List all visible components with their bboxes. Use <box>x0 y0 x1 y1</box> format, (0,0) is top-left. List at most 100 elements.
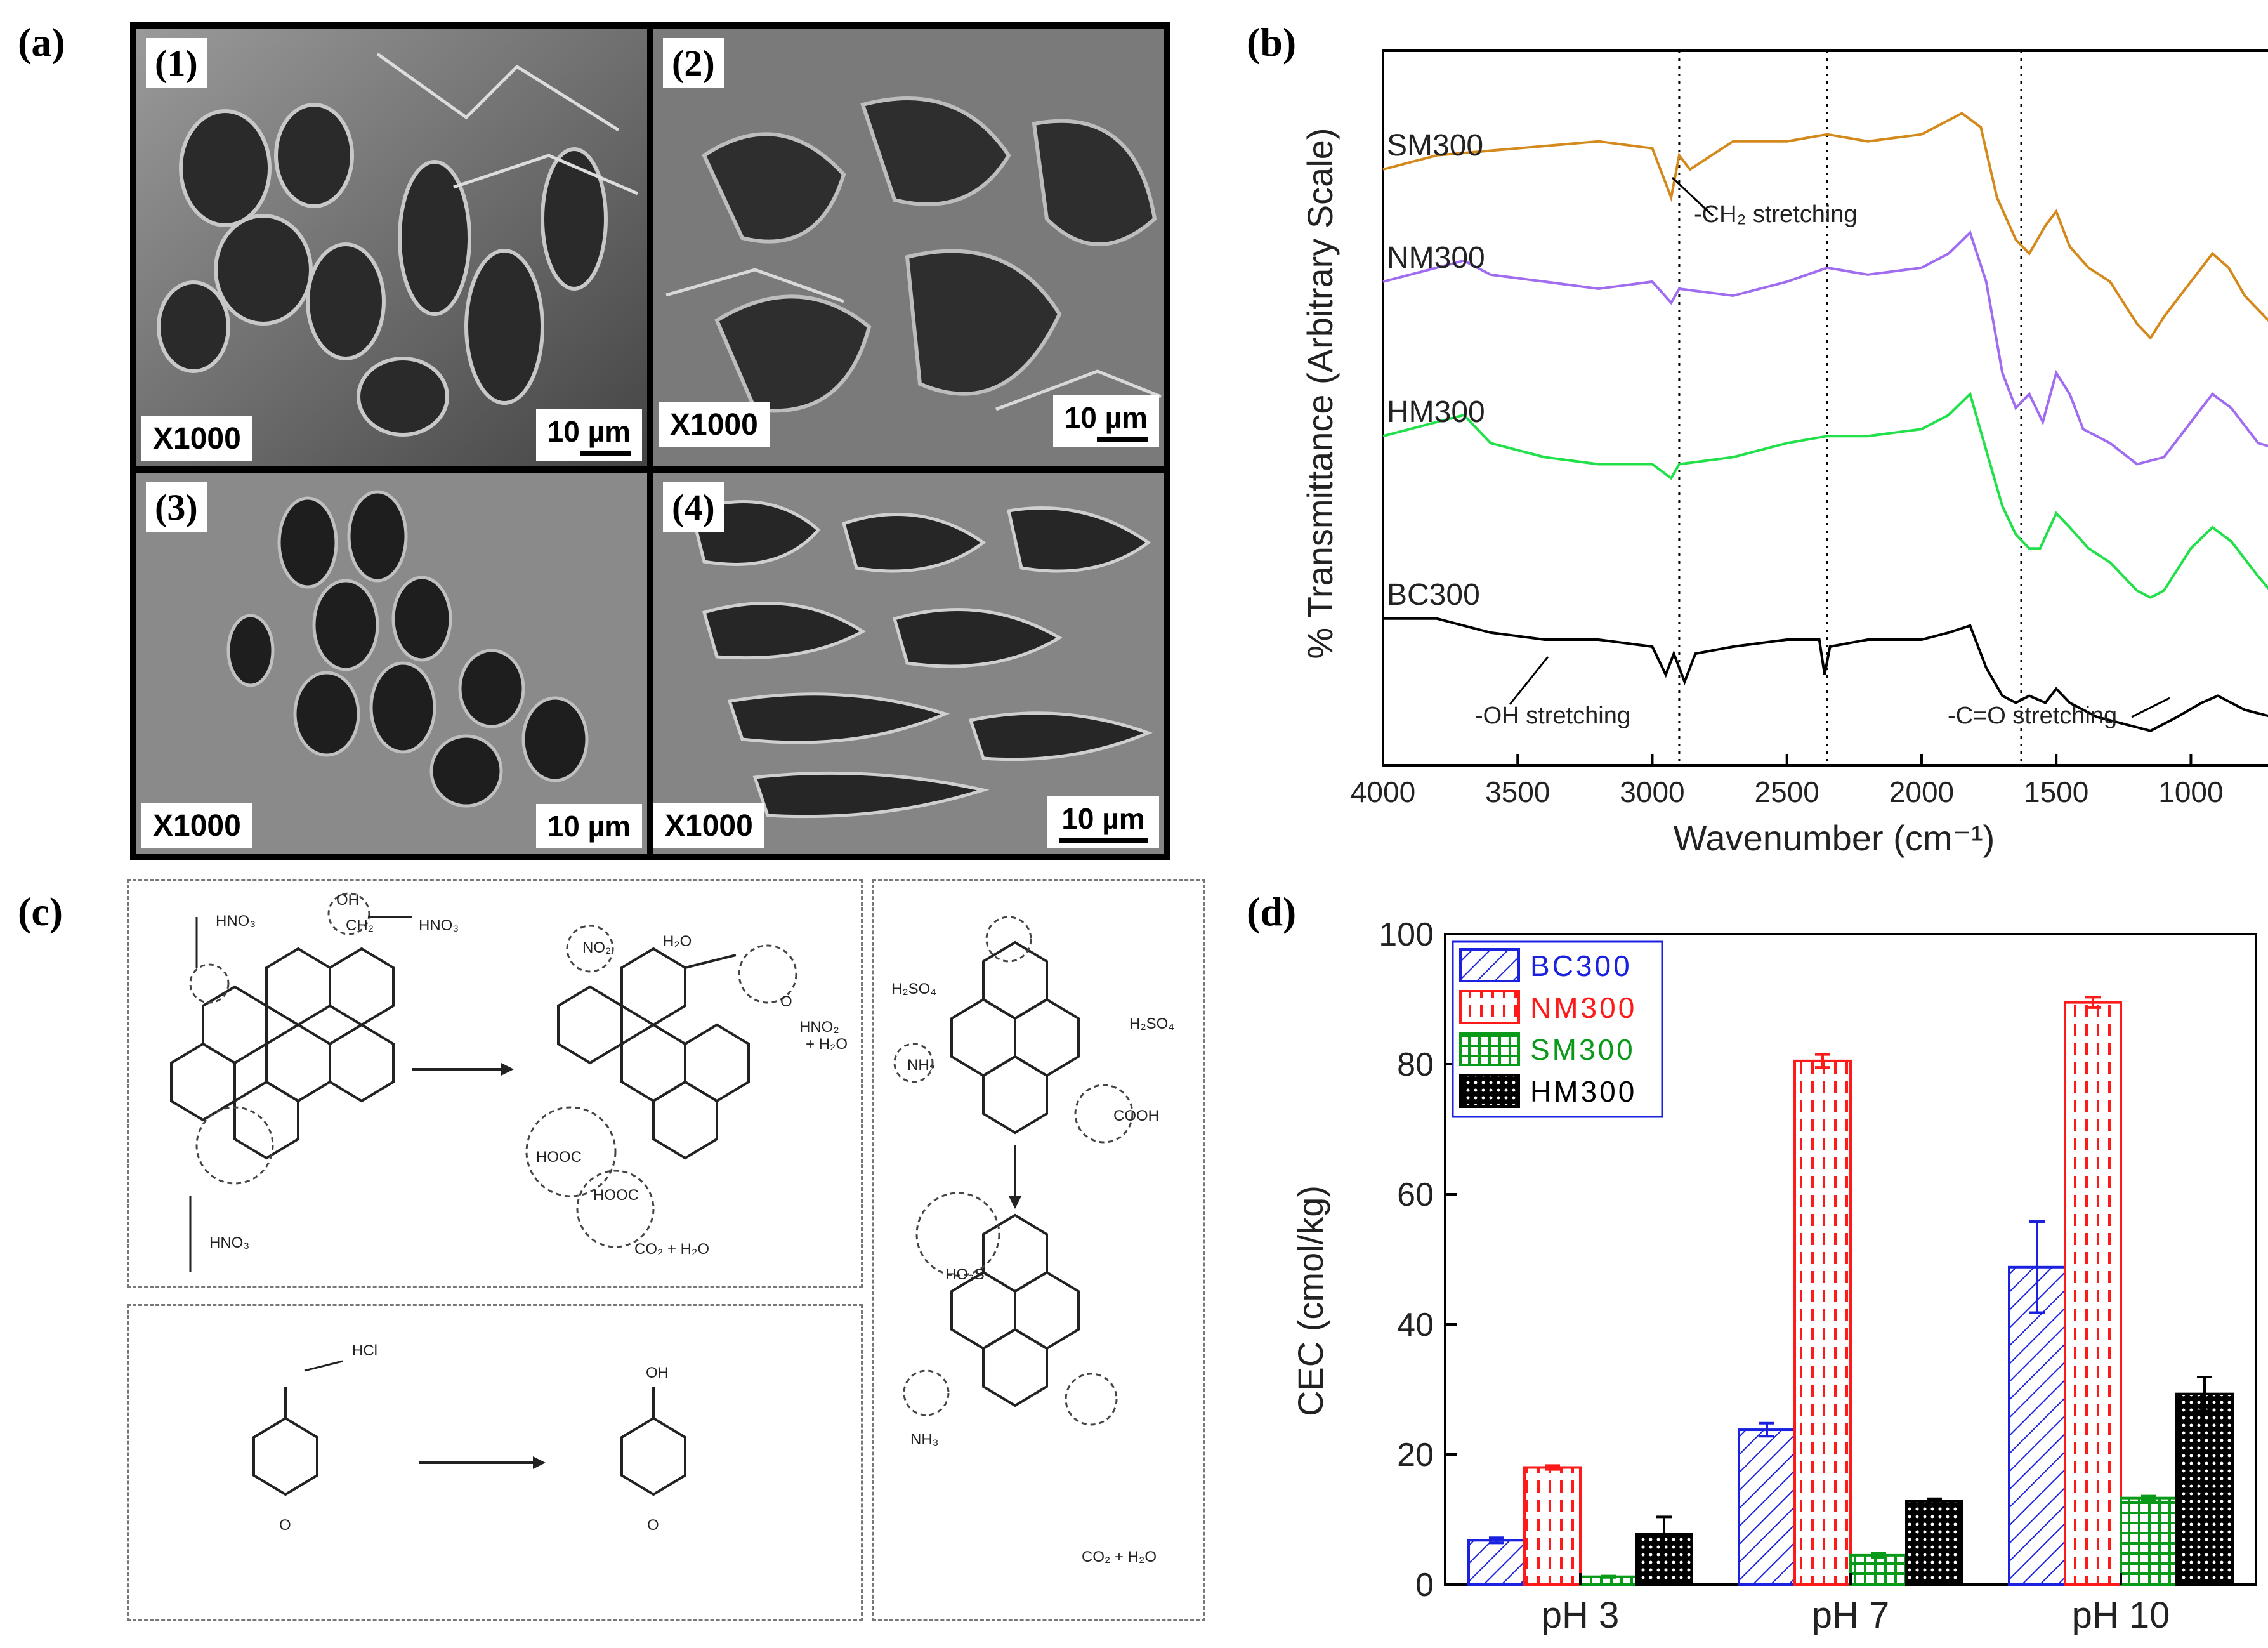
cec-bar-chart: CEC (cmol/kg) 0 20 40 60 80 100 pH 3 pH 7 pH 10… <box>1290 916 2257 1636</box>
scale-bar-3: 10 µm <box>535 804 642 848</box>
ftir-series-label: HM300 <box>1387 395 1485 429</box>
ftir-series-sm300 <box>1382 112 2268 340</box>
label-oh-1: OH <box>336 892 359 909</box>
sem-tag-4: (4) <box>663 482 724 532</box>
cec-bar-nm300 <box>2064 1001 2122 1586</box>
label-hooc-1: HOOC <box>536 1149 582 1166</box>
label-hooc-2: HOOC <box>593 1187 639 1204</box>
cec-bar-bc300 <box>1738 1428 1796 1586</box>
sem-tag-1: (1) <box>146 38 207 88</box>
ftir-x-tick-label: 4000 <box>1351 775 1415 808</box>
cec-bar-hm300 <box>1905 1500 1963 1586</box>
panel-d-label: (d) <box>1247 889 1297 934</box>
cec-y-tick-label: 60 <box>1397 1177 1434 1213</box>
sem-image-1: (1) X1000 10 µm <box>136 29 647 466</box>
cec-y-tick-label: 20 <box>1397 1437 1434 1473</box>
ftir-series-nm300 <box>1382 230 2268 466</box>
label-nh3: NH₃ <box>910 1431 939 1448</box>
magnification-label-4: X1000 <box>653 803 764 848</box>
label-co2-h2o-1: CO₂ + H₂O <box>634 1241 709 1258</box>
ftir-y-axis-label: % Transmittance (Arbitrary Scale) <box>1300 128 1340 659</box>
panel-a-label: (a) <box>18 20 65 65</box>
label-oh-2: OH <box>646 1364 669 1381</box>
cec-bar-bc300 <box>1467 1539 1526 1586</box>
ftir-x-tick-label: 3500 <box>1485 775 1550 808</box>
cec-bar-sm300 <box>1849 1553 1908 1586</box>
reactant-polycyclic-structure <box>170 947 395 1160</box>
reagent-hno3-2: HNO₃ <box>419 917 459 934</box>
cec-y-tick-label: 40 <box>1397 1307 1434 1343</box>
ftir-x-tick-label: 3000 <box>1620 775 1684 808</box>
reagent-arrows-nitric <box>189 916 412 1272</box>
reaction-arrow-2-head <box>533 1456 546 1469</box>
ftir-x-tick-label: 2000 <box>1889 775 1954 808</box>
cec-bar-nm300 <box>1793 1059 1852 1586</box>
scale-bar-label-3: 10 µm <box>547 810 631 843</box>
cec-legend-swatch <box>1459 1074 1520 1108</box>
sem-texture-3 <box>136 473 647 854</box>
product-polycyclic-structure <box>557 947 750 1160</box>
cec-legend-label: SM300 <box>1530 1033 1635 1066</box>
cec-legend-label: BC300 <box>1530 949 1632 982</box>
sem-image-2: (2) X1000 10 µm <box>653 29 1164 466</box>
cec-bar-bc300 <box>2008 1265 2066 1586</box>
sem-texture-4 <box>653 473 1164 854</box>
sem-tag-2: (2) <box>663 38 724 88</box>
ftir-series-hm300 <box>1382 392 2268 599</box>
cec-legend-swatch <box>1459 1032 1520 1066</box>
scale-bar-line-2 <box>1097 437 1148 442</box>
label-h2o: H₂O <box>663 933 692 950</box>
ftir-series-label: BC300 <box>1387 578 1480 612</box>
label-no2: NO₂ <box>582 939 612 956</box>
cec-y-axis-label: CEC (cmol/kg) <box>1290 1185 1330 1416</box>
sem-texture-2 <box>653 29 1164 466</box>
co-annotation-arrow <box>2131 697 2170 718</box>
cec-category-label: pH 3 <box>1542 1595 1620 1636</box>
reagent-hcl: HCl <box>352 1342 377 1359</box>
cec-legend-swatch <box>1459 990 1520 1024</box>
scale-bar-2: 10 µm <box>1052 395 1159 447</box>
sem-image-grid: (1) X1000 10 µm (2) X1000 10 µm <box>130 22 1170 860</box>
magnification-label-1: X1000 <box>141 416 252 461</box>
scale-bar-label-2: 10 µm <box>1064 401 1148 434</box>
label-ring-oxygen-2: O <box>647 1517 659 1534</box>
reagent-hno3-3: HNO₃ <box>209 1234 250 1251</box>
magnification-label-2: X1000 <box>659 402 770 447</box>
scale-bar-label-4: 10 µm <box>1061 802 1145 835</box>
scheme-box-sulfuric <box>872 879 1205 1621</box>
scale-bar-line-1 <box>580 451 631 456</box>
oh-annotation-arrow <box>1509 656 1549 705</box>
ch2-stretching-annotation: -CH₂ stretching <box>1694 201 1858 228</box>
cec-category-label: pH 10 <box>2072 1595 2170 1636</box>
label-o-plus: O <box>780 993 792 1010</box>
cec-y-tick-label: 0 <box>1415 1567 1434 1604</box>
reaction-scheme-drawings <box>170 892 1134 1496</box>
cec-legend-swatch <box>1459 948 1520 982</box>
cec-bar-hm300 <box>2175 1392 2234 1586</box>
scheme-box-nitric <box>127 879 863 1288</box>
panel-c-label: (c) <box>18 889 63 934</box>
label-ho3s: HO₃S <box>945 1266 985 1283</box>
hcl-arrow <box>304 1360 343 1372</box>
reactive-site-circles <box>189 892 797 1248</box>
cec-y-tick-label: 100 <box>1379 916 1434 953</box>
co-stretching-annotation: -C=O stretching <box>1948 702 2117 729</box>
ftir-series-label: NM300 <box>1387 241 1485 275</box>
reagent-h2so4-2: H₂SO₄ <box>1129 1015 1175 1032</box>
sulfonated-polycyclic-structure <box>950 940 1080 1407</box>
oh-stretching-annotation: -OH stretching <box>1475 702 1630 729</box>
ftir-series-bc300 <box>1383 617 2268 732</box>
scale-bar-4: 10 µm <box>1047 796 1159 848</box>
label-hno2: HNO₂ <box>799 1018 839 1036</box>
ftir-plot-frame <box>1382 49 2268 767</box>
sem-texture-1 <box>136 29 647 466</box>
label-ch2: CH₂ <box>346 917 374 934</box>
cec-legend-label: HM300 <box>1530 1075 1637 1108</box>
ftir-x-tick-label: 2500 <box>1755 775 1819 808</box>
pyrone-structure <box>252 1387 686 1496</box>
ftir-chart: % Transmittance (Arbitrary Scale) SM300 N… <box>1300 49 2268 858</box>
ftir-series-label: SM300 <box>1387 129 1483 162</box>
cec-category-label: pH 7 <box>1812 1595 1890 1636</box>
sulfuric-site-circles <box>893 916 1134 1426</box>
label-plus-h2o: + H₂O <box>806 1036 848 1053</box>
